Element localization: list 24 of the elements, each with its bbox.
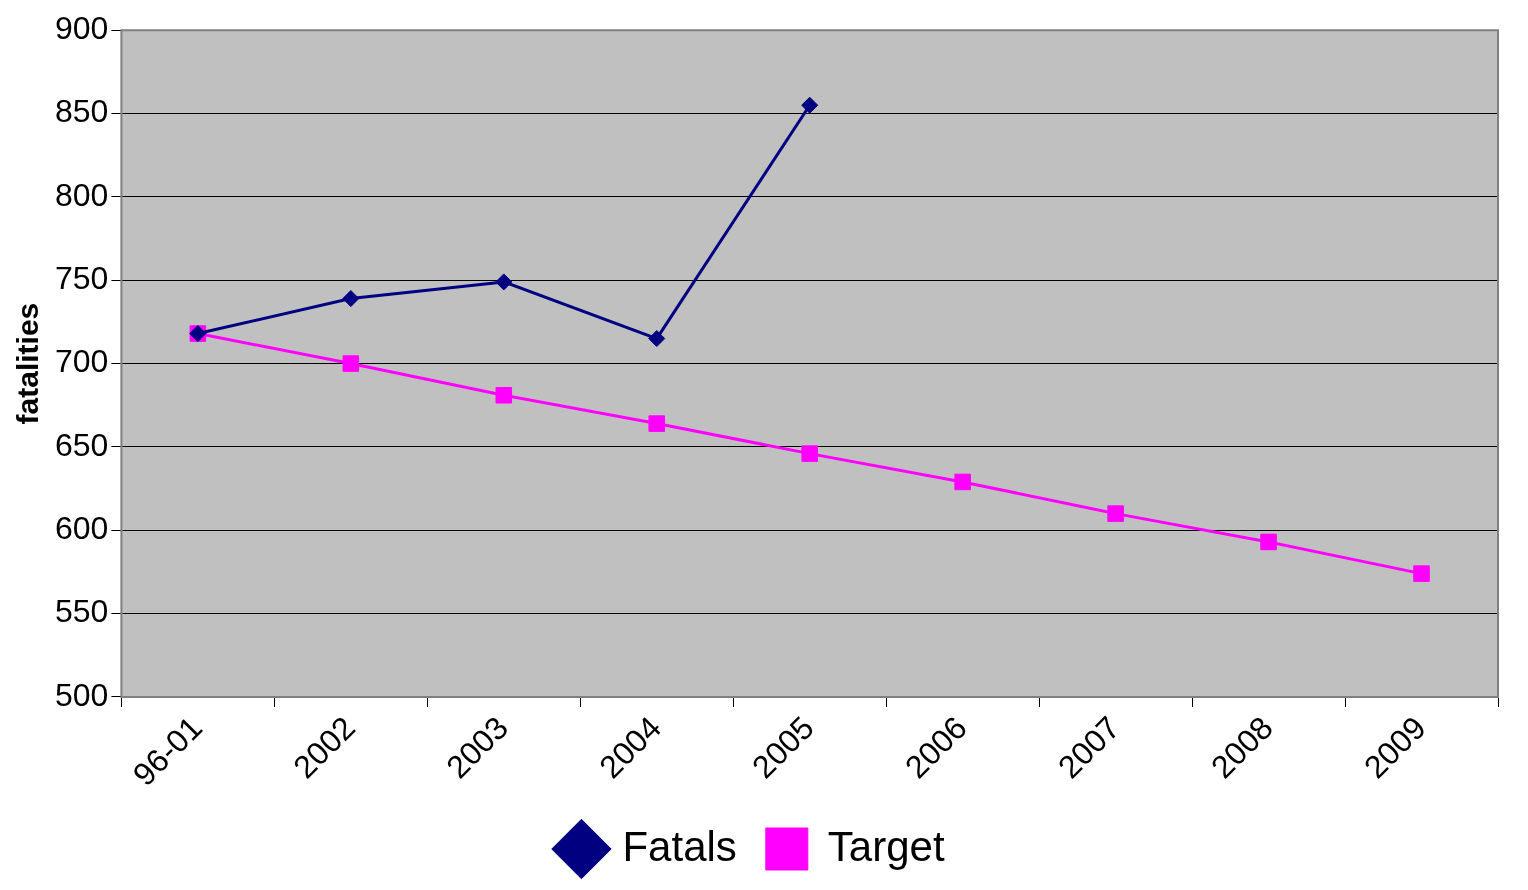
- y-tick-label: 900: [55, 10, 109, 47]
- point: [1260, 533, 1277, 551]
- point: [801, 445, 818, 462]
- point: [801, 96, 819, 114]
- y-tick-label: 650: [55, 426, 109, 463]
- y-tick-label: 700: [55, 343, 109, 380]
- point: [954, 473, 971, 491]
- y-tick-label: 800: [55, 176, 109, 213]
- y-tick-label: 600: [55, 510, 109, 547]
- legend-label: Target: [827, 822, 945, 870]
- y-tick-label: 550: [55, 593, 109, 630]
- point: [1413, 565, 1430, 582]
- y-tick-label: 750: [55, 260, 109, 297]
- point: [648, 415, 666, 432]
- point: [342, 290, 360, 308]
- y-tick-label: 500: [55, 676, 109, 713]
- point: [648, 330, 666, 348]
- y-tick-label: 850: [55, 93, 109, 130]
- point: [495, 386, 513, 404]
- point: [495, 273, 513, 291]
- point: [1107, 505, 1124, 522]
- legend-label: Fatals: [622, 822, 737, 870]
- point: [342, 355, 360, 372]
- y-axis-title: fatalities: [11, 302, 45, 425]
